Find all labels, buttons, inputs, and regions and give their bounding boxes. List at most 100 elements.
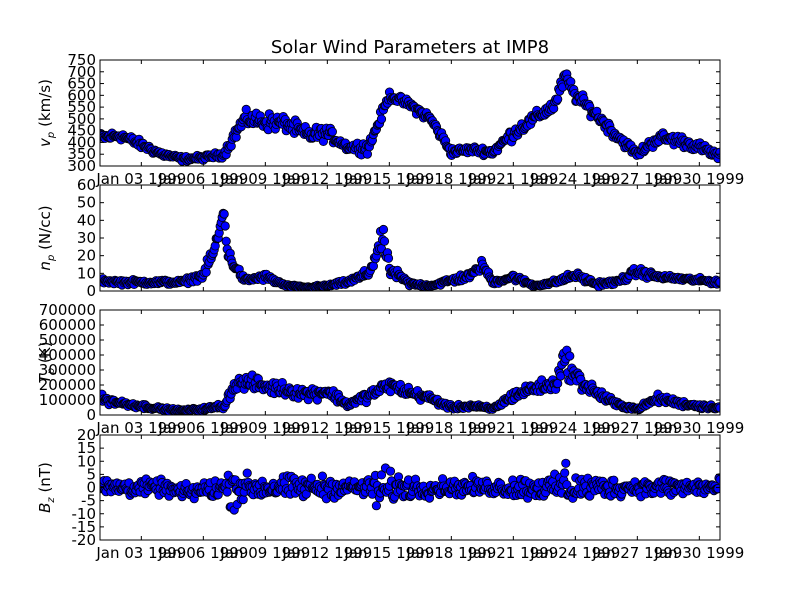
data-points <box>100 345 720 415</box>
ytick-label: 700000 <box>39 301 96 319</box>
xtick-label: Jan 06 1999 <box>157 544 248 562</box>
ylabel: np (N/cc) <box>36 205 57 270</box>
xtick-label: Jan 27 1999 <box>591 419 682 437</box>
xtick-label: Jan 18 1999 <box>405 170 496 188</box>
ytick-label: -20 <box>72 531 97 549</box>
ylabel: vp (km/s) <box>36 79 57 147</box>
data-point <box>306 473 316 483</box>
ytick-label: 40 <box>77 211 96 229</box>
ytick-label: 450 <box>67 122 96 140</box>
ytick-label: 100000 <box>39 391 96 409</box>
data-point <box>378 224 389 235</box>
data-point <box>561 458 571 468</box>
xtick-label: Jan 21 1999 <box>467 419 558 437</box>
data-point <box>317 471 327 481</box>
xtick-label: Jan 12 1999 <box>281 170 372 188</box>
xtick-label: Jan 15 1999 <box>343 419 434 437</box>
ytick-label: 0 <box>86 479 96 497</box>
xtick-label: Jan 24 1999 <box>529 419 620 437</box>
ytick-label: -15 <box>72 518 97 536</box>
ytick-label: 400 <box>67 133 96 151</box>
ytick-label: 350 <box>67 145 96 163</box>
ytick-label: 700 <box>67 63 96 81</box>
ytick-label: 300000 <box>39 361 96 379</box>
ytick-label: 0 <box>86 406 96 424</box>
data-point <box>220 221 230 231</box>
ytick-label: 30 <box>77 229 96 247</box>
data-point <box>222 487 232 497</box>
panel-3: 0100000200000300000400000500000600000700… <box>36 301 744 437</box>
ytick-label: 500000 <box>39 331 96 349</box>
ytick-label: 15 <box>77 439 96 457</box>
data-point <box>553 94 563 104</box>
xtick-label: Jan 12 1999 <box>281 419 372 437</box>
xtick-label: Jan 30 1999 <box>653 544 744 562</box>
xtick-label: Jan 03 1999 <box>95 419 186 437</box>
data-point <box>242 468 252 478</box>
ytick-label: 0 <box>86 282 96 300</box>
ytick-label: 10 <box>77 452 96 470</box>
xtick-label: Jan 15 1999 <box>343 170 434 188</box>
ytick-label: 650 <box>67 75 96 93</box>
data-point <box>609 475 619 485</box>
xtick-label: Jan 21 1999 <box>467 170 558 188</box>
data-point <box>238 494 248 505</box>
ytick-label: 400000 <box>39 346 96 364</box>
ytick-label: 50 <box>77 194 96 212</box>
data-point <box>241 104 251 115</box>
ytick-label: 600000 <box>39 316 96 334</box>
xtick-label: Jan 30 1999 <box>653 170 744 188</box>
data-point <box>376 470 387 480</box>
axes-frame <box>99 59 721 167</box>
ytick-label: -10 <box>72 505 97 523</box>
xtick-label: Jan 24 1999 <box>529 544 620 562</box>
ytick-label: 200000 <box>39 376 96 394</box>
ylabel: Bz (nT) <box>36 462 57 513</box>
data-point <box>376 114 387 124</box>
data-point <box>713 484 720 494</box>
data-points <box>100 69 720 166</box>
xtick-label: Jan 06 1999 <box>157 419 248 437</box>
data-point <box>565 351 575 361</box>
ytick-label: 750 <box>67 51 96 69</box>
xtick-label: Jan 09 1999 <box>219 419 310 437</box>
data-point <box>385 466 396 476</box>
xtick-label: Jan 03 1999 <box>95 170 186 188</box>
xtick-label: Jan 27 1999 <box>591 544 682 562</box>
xtick-label: Jan 15 1999 <box>343 544 434 562</box>
xtick-label: Jan 27 1999 <box>591 170 682 188</box>
xtick-label: Jan 03 1999 <box>95 544 186 562</box>
ytick-label: 500 <box>67 110 96 128</box>
ytick-label: 20 <box>77 247 96 265</box>
ytick-label: -5 <box>81 492 96 510</box>
ytick-label: 20 <box>77 426 96 444</box>
xtick-label: Jan 18 1999 <box>405 544 496 562</box>
data-point <box>560 468 570 478</box>
xtick-label: Jan 30 1999 <box>653 419 744 437</box>
data-points <box>100 208 720 291</box>
ytick-label: 10 <box>77 264 96 282</box>
xtick-label: Jan 21 1999 <box>467 544 558 562</box>
data-point <box>221 236 231 246</box>
ytick-label: 5 <box>86 465 96 483</box>
data-point <box>371 501 381 511</box>
xtick-label: Jan 06 1999 <box>157 170 248 188</box>
ytick-label: 600 <box>67 86 96 104</box>
xtick-label: Jan 09 1999 <box>219 170 310 188</box>
xtick-label: Jan 12 1999 <box>281 544 372 562</box>
ytick-label: 60 <box>77 176 96 194</box>
axes-frame <box>99 309 721 416</box>
xtick-label: Jan 24 1999 <box>529 170 620 188</box>
xtick-label: Jan 09 1999 <box>219 544 310 562</box>
data-point <box>201 267 211 277</box>
ylabel: Tp (K) <box>36 342 57 384</box>
data-point <box>383 253 394 263</box>
data-point <box>327 127 337 137</box>
ytick-label: 550 <box>67 98 96 116</box>
figure-title: Solar Wind Parameters at IMP8 <box>271 37 549 58</box>
